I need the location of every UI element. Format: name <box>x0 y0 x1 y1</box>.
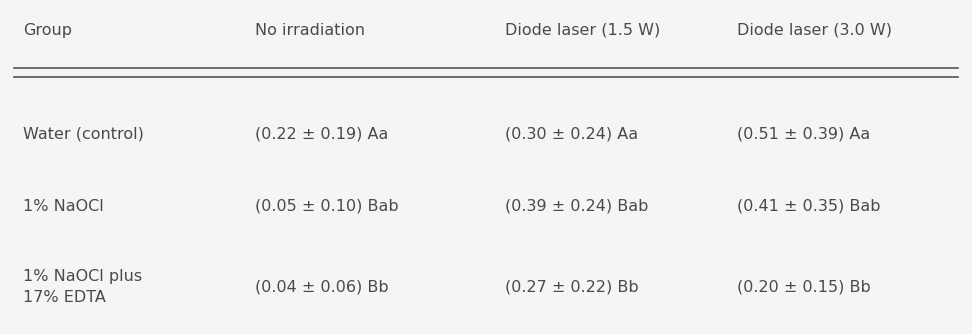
Text: (0.39 ± 0.24) Bab: (0.39 ± 0.24) Bab <box>505 199 648 213</box>
Text: 1% NaOCl: 1% NaOCl <box>23 199 104 213</box>
Text: (0.22 ± 0.19) Aa: (0.22 ± 0.19) Aa <box>255 127 388 142</box>
Text: 1% NaOCl plus
17% EDTA: 1% NaOCl plus 17% EDTA <box>23 270 143 306</box>
Text: Diode laser (3.0 W): Diode laser (3.0 W) <box>737 23 891 38</box>
Text: Diode laser (1.5 W): Diode laser (1.5 W) <box>505 23 661 38</box>
Text: Water (control): Water (control) <box>23 127 144 142</box>
Text: Group: Group <box>23 23 73 38</box>
Text: (0.04 ± 0.06) Bb: (0.04 ± 0.06) Bb <box>255 280 389 295</box>
Text: (0.20 ± 0.15) Bb: (0.20 ± 0.15) Bb <box>737 280 870 295</box>
Text: No irradiation: No irradiation <box>255 23 364 38</box>
Text: (0.27 ± 0.22) Bb: (0.27 ± 0.22) Bb <box>505 280 639 295</box>
Text: (0.05 ± 0.10) Bab: (0.05 ± 0.10) Bab <box>255 199 399 213</box>
Text: (0.41 ± 0.35) Bab: (0.41 ± 0.35) Bab <box>737 199 880 213</box>
Text: (0.51 ± 0.39) Aa: (0.51 ± 0.39) Aa <box>737 127 870 142</box>
Text: (0.30 ± 0.24) Aa: (0.30 ± 0.24) Aa <box>505 127 639 142</box>
